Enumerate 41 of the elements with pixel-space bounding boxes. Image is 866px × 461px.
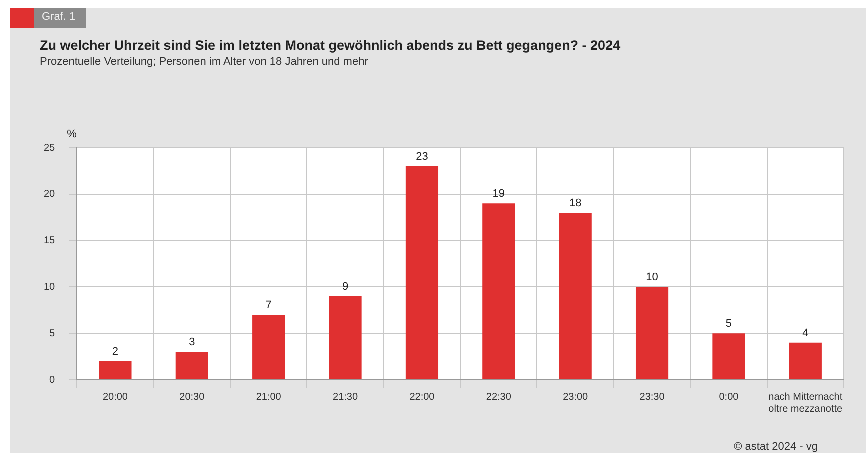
chart-title: Zu welcher Uhrzeit sind Sie im letzten Monat gewöhnlich abends zu Bett gegangen? - 2024 [40, 38, 621, 53]
bar [559, 212, 592, 380]
data-label: 2 [112, 346, 119, 358]
x-tick-label: 20:30 [180, 392, 206, 403]
x-tick-label: nach Mitternacht oltre mezzanotte [768, 392, 844, 415]
y-tick-label: 0 [50, 374, 56, 386]
y-axis-title: % [67, 128, 78, 141]
bar [406, 166, 439, 380]
y-tick-label: 5 [50, 328, 56, 340]
bar [99, 361, 132, 380]
data-label: 18 [569, 197, 582, 210]
x-tick-label: 22:30 [486, 392, 512, 403]
y-tick-label: 15 [44, 236, 56, 247]
data-label: 23 [416, 151, 428, 164]
bar [329, 296, 362, 380]
text: Graf. 1 [34, 8, 86, 28]
chart-subtitle: Prozentuelle Verteilung; Personen im Alter von 18 Jahren und mehr [40, 56, 368, 68]
bar [789, 342, 822, 380]
x-tick-label: 23:30 [640, 392, 666, 403]
text: © astat 2024 - vg [734, 441, 818, 453]
x-tick-label: 22:00 [410, 392, 436, 403]
bar [636, 287, 669, 380]
data-label: 19 [492, 188, 506, 200]
bar [482, 204, 516, 380]
y-tick-label: 20 [44, 189, 56, 200]
y-tick-label: 10 [44, 282, 56, 293]
x-tick-label: 0:00 [719, 392, 740, 403]
x-tick-label: 20:00 [102, 392, 128, 403]
data-label: 10 [646, 272, 658, 284]
data-label: 7 [266, 300, 272, 312]
bar [712, 334, 746, 380]
bar [252, 315, 286, 380]
data-label: 5 [726, 318, 732, 330]
data-label: 4 [802, 327, 809, 340]
bar [176, 352, 208, 380]
y-tick-label: 25 [44, 142, 56, 154]
data-label: 9 [342, 281, 349, 294]
x-tick-label: 21:30 [333, 392, 358, 403]
x-tick-label: 21:00 [256, 392, 282, 403]
data-label: 3 [189, 336, 196, 349]
x-tick-label: 23:00 [563, 392, 589, 403]
